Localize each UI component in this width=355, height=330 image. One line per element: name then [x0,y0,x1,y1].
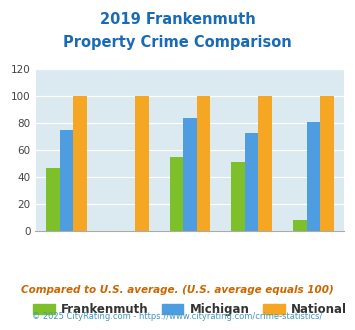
Text: Compared to U.S. average. (U.S. average equals 100): Compared to U.S. average. (U.S. average … [21,285,334,295]
Bar [258,96,272,231]
Bar [231,162,245,231]
Bar [60,130,73,231]
Bar [73,96,87,231]
Bar [183,118,197,231]
Bar [170,157,183,231]
Text: Property Crime Comparison: Property Crime Comparison [63,35,292,50]
Bar [46,168,60,231]
Bar [245,133,258,231]
Bar [197,96,210,231]
Bar [307,122,320,231]
Bar [293,220,307,231]
Bar [320,96,334,231]
Legend: Frankenmuth, Michigan, National: Frankenmuth, Michigan, National [28,298,351,321]
Text: 2019 Frankenmuth: 2019 Frankenmuth [100,12,255,26]
Bar [135,96,148,231]
Text: © 2025 CityRating.com - https://www.cityrating.com/crime-statistics/: © 2025 CityRating.com - https://www.city… [32,312,323,321]
